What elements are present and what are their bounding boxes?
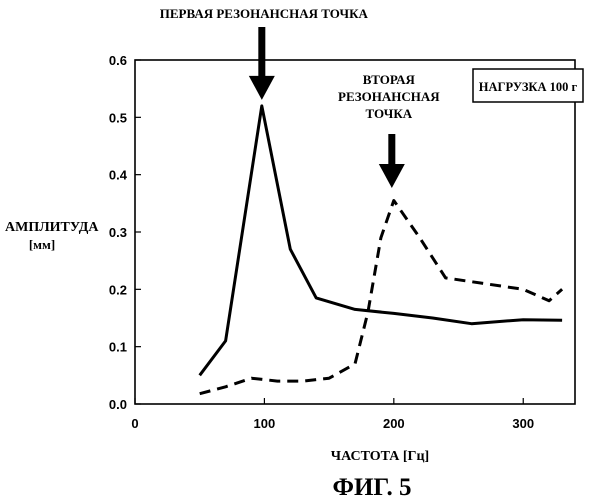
- annotation-second-resonance-line: ВТОРАЯ: [363, 72, 416, 87]
- annotation-second-resonance-line: РЕЗОНАНСНАЯ: [338, 89, 440, 104]
- annotation-arrow-head: [249, 76, 275, 100]
- y-tick-label: 0.3: [109, 225, 127, 240]
- annotation-layer: ПЕРВАЯ РЕЗОНАНСНАЯ ТОЧКА ВТОРАЯ РЕЗОНАНСНА…: [160, 6, 440, 188]
- y-tick-label: 0.2: [109, 282, 127, 297]
- series-line-dashed: [200, 201, 562, 394]
- series-layer: [200, 106, 562, 394]
- annotation-arrow-head: [379, 164, 405, 188]
- x-tick-label: 0: [131, 416, 138, 431]
- y-axis-label-line1: АМПЛИТУДА: [5, 220, 99, 235]
- x-axis-label: ЧАСТОТА [Гц]: [331, 449, 429, 464]
- y-tick-label: 0.1: [109, 340, 127, 355]
- annotation-second-resonance-line: ТОЧКА: [365, 106, 412, 121]
- series-line-solid: [200, 106, 562, 375]
- legend-text: НАГРУЗКА 100 г: [479, 80, 578, 94]
- y-axis-label-line2: [мм]: [29, 237, 55, 252]
- annotation-first-resonance: ПЕРВАЯ РЕЗОНАНСНАЯ ТОЧКА: [160, 6, 369, 21]
- x-axis-ticks: 0 100 200 300: [131, 398, 534, 431]
- y-tick-label: 0.4: [109, 168, 128, 183]
- y-axis-ticks: 0.0 0.1 0.2 0.3 0.4 0.5 0.6: [109, 53, 141, 412]
- plot-frame: [135, 60, 575, 404]
- x-tick-label: 100: [254, 416, 276, 431]
- y-tick-label: 0.6: [109, 53, 127, 68]
- x-tick-label: 300: [512, 416, 534, 431]
- figure-title: ФИГ. 5: [332, 474, 411, 500]
- y-tick-label: 0.5: [109, 110, 127, 125]
- x-tick-label: 200: [383, 416, 405, 431]
- y-tick-label: 0.0: [109, 397, 127, 412]
